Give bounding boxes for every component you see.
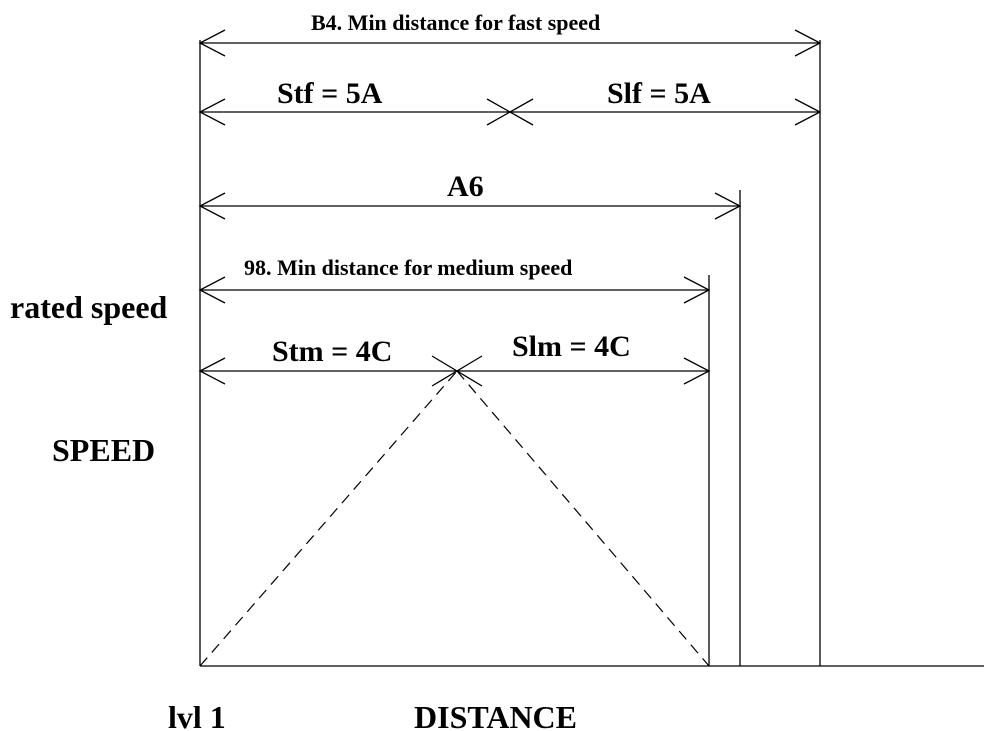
arrow-right-icon [714,192,742,220]
arrow-left-icon [198,357,226,385]
slf-label: Slf = 5A [607,77,711,110]
fast-distance-label: B4. Min distance for fast speed [311,10,600,35]
arrow-right-icon [794,29,822,57]
arrow-right-icon [683,357,711,385]
medium-distance-dimension [198,276,711,304]
stm-label: Stm = 4C [272,335,392,368]
arrow-left-icon [198,276,226,304]
fast-distance-dimension [198,29,822,57]
a6-label: A6 [447,170,484,203]
stm-slm-dimension [198,355,711,387]
slm-label: Slm = 4C [512,330,631,363]
speed-axis-label: SPEED [52,432,155,468]
deceleration-profile-line [456,370,710,667]
arrow-left-icon [198,98,226,126]
a6-dimension [198,192,742,220]
acceleration-profile-line [199,370,458,667]
stf-label: Stf = 5A [277,77,383,110]
level-label: lvl 1 [168,699,226,731]
medium-distance-label: 98. Min distance for medium speed [244,255,572,280]
arrow-right-icon [683,276,711,304]
arrow-left-icon [198,192,226,220]
stf-slf-dimension [198,98,822,126]
rated-speed-label: rated speed [10,289,168,325]
arrow-left-icon [198,29,226,57]
arrow-right-icon [794,98,822,126]
distance-axis-label: DISTANCE [414,699,577,731]
